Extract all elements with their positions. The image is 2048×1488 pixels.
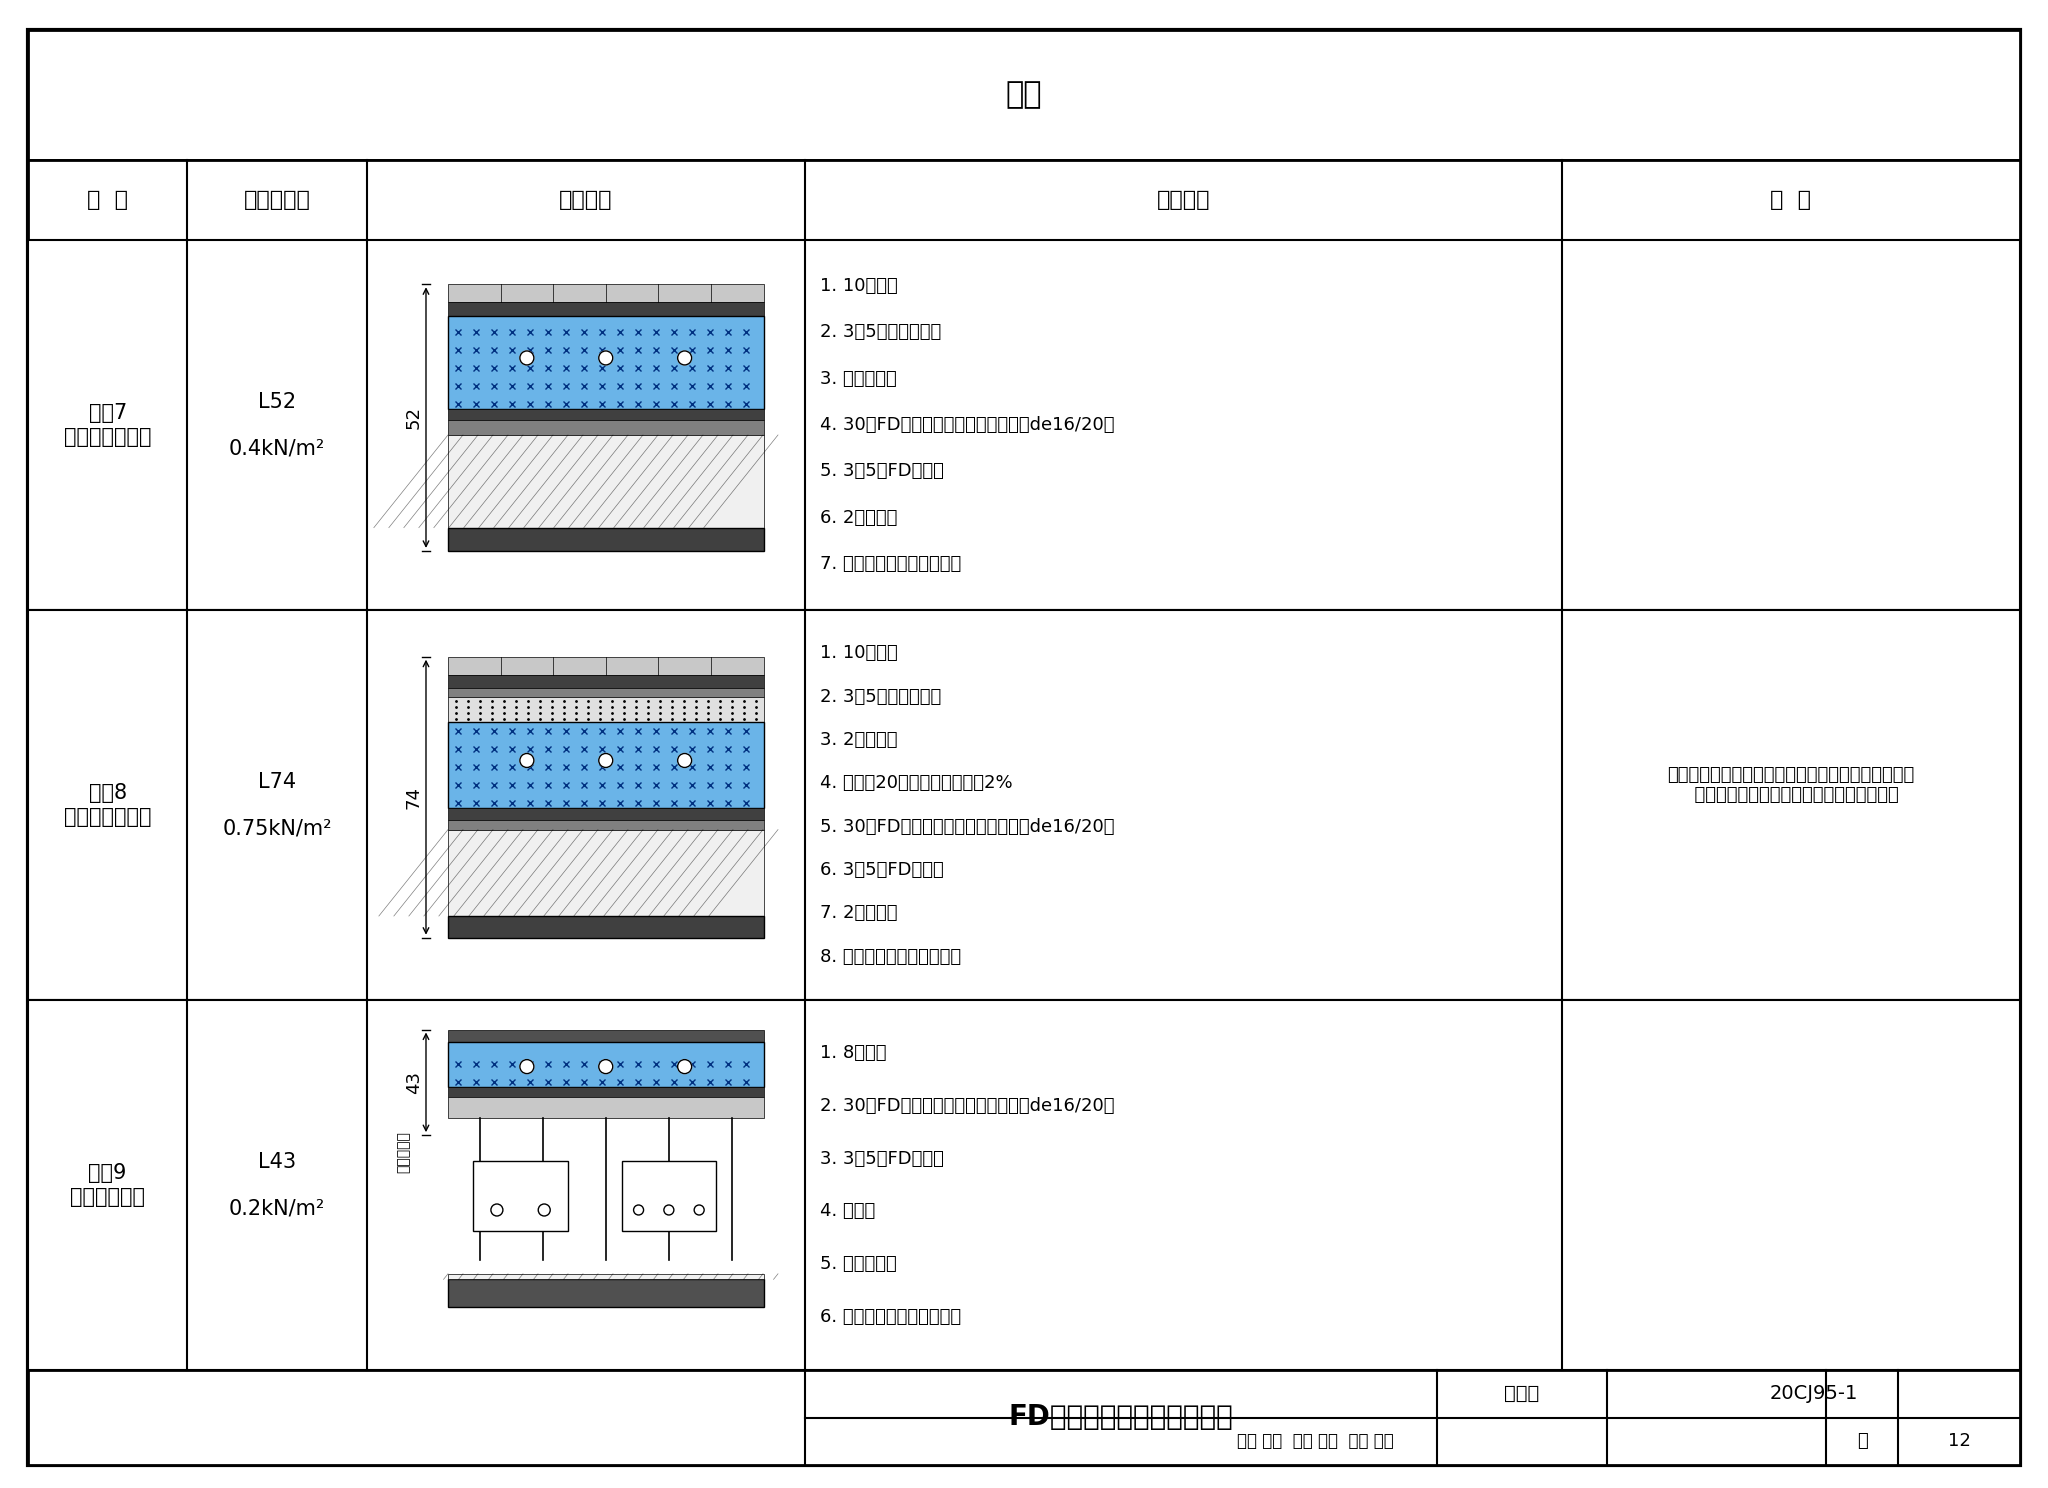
Text: 构造简图: 构造简图 (559, 190, 612, 210)
Circle shape (678, 351, 692, 365)
Text: 43: 43 (406, 1071, 424, 1094)
Text: 地暖8
（两道防水层）: 地暖8 （两道防水层） (63, 783, 152, 827)
Text: 适用于辐射供暖的楼地面，饰面类型由设计师确定。
  厚度和重量仅供参考，具体由设计师确定。: 适用于辐射供暖的楼地面，饰面类型由设计师确定。 厚度和重量仅供参考，具体由设计师… (1667, 766, 1915, 805)
Circle shape (492, 1204, 504, 1216)
Bar (449, 528, 764, 551)
Text: 页: 页 (1858, 1433, 1868, 1451)
Circle shape (678, 1059, 692, 1074)
Text: 地暖7
（首层防潮层）: 地暖7 （首层防潮层） (63, 403, 152, 446)
Bar (449, 676, 764, 687)
Bar (29, 1370, 2019, 1466)
Bar (449, 302, 764, 317)
Text: 6. 2厚防潮层: 6. 2厚防潮层 (819, 509, 897, 527)
Text: 3. 界面剂一道: 3. 界面剂一道 (819, 369, 897, 388)
Bar (449, 1086, 764, 1097)
Bar (449, 808, 764, 820)
Text: 按设计确定: 按设计确定 (395, 1131, 410, 1173)
Text: 1. 10厚地砖: 1. 10厚地砖 (819, 644, 897, 662)
Text: 2. 3～5厚瓷砖粘结剂: 2. 3～5厚瓷砖粘结剂 (819, 687, 942, 705)
Bar (449, 830, 764, 917)
Text: 6. 3～5厚FD胶粘剂: 6. 3～5厚FD胶粘剂 (819, 862, 944, 879)
Text: 52: 52 (406, 406, 424, 429)
Text: 厚度及重量: 厚度及重量 (244, 190, 311, 210)
Bar (29, 30, 2019, 161)
Text: 3. 2厚防水层: 3. 2厚防水层 (819, 731, 897, 748)
Bar (29, 240, 2019, 610)
Bar (449, 656, 764, 676)
Bar (449, 687, 764, 696)
Text: 生活水管: 生活水管 (651, 1183, 688, 1198)
Circle shape (664, 1205, 674, 1216)
Text: 4. 最薄处20厚水泥砂浆找坡层2%: 4. 最薄处20厚水泥砂浆找坡层2% (819, 774, 1012, 792)
Circle shape (633, 1205, 643, 1216)
Bar (449, 1097, 764, 1117)
Text: 构造做法: 构造做法 (1157, 190, 1210, 210)
Text: 备  注: 备 注 (1769, 190, 1810, 210)
Bar (449, 409, 764, 421)
Bar (449, 917, 764, 937)
Text: 续表: 续表 (1006, 80, 1042, 110)
Text: 8. 混凝土楼板（地面）基层: 8. 混凝土楼板（地面）基层 (819, 948, 961, 966)
Bar (449, 421, 764, 434)
Bar (29, 161, 2019, 240)
Bar (621, 1161, 717, 1231)
Text: 12: 12 (1948, 1433, 1970, 1451)
Text: FD干式地暖构造做法选用表: FD干式地暖构造做法选用表 (1008, 1403, 1233, 1431)
Bar (449, 284, 764, 302)
Text: L52

0.4kN/m²: L52 0.4kN/m² (229, 391, 326, 458)
Bar (29, 610, 2019, 1000)
Bar (449, 317, 764, 409)
Text: L74

0.75kN/m²: L74 0.75kN/m² (221, 772, 332, 838)
Circle shape (678, 753, 692, 768)
Bar (449, 1030, 764, 1042)
Text: 74: 74 (406, 786, 424, 808)
Text: 1. 8厚地板: 1. 8厚地板 (819, 1045, 887, 1062)
Bar (449, 820, 764, 830)
Circle shape (520, 753, 535, 768)
Circle shape (598, 753, 612, 768)
Bar (449, 722, 764, 808)
Text: 7. 混凝土楼板（地面）基层: 7. 混凝土楼板（地面）基层 (819, 555, 961, 573)
Text: 5. 可调节支撑: 5. 可调节支撑 (819, 1256, 897, 1274)
Bar (449, 434, 764, 528)
Text: 4. 30厚FD干式地暖模块（内嵌加热管de16/20）: 4. 30厚FD干式地暖模块（内嵌加热管de16/20） (819, 417, 1114, 434)
Circle shape (598, 351, 612, 365)
Text: 6. 混凝土楼板（地面）基层: 6. 混凝土楼板（地面）基层 (819, 1308, 961, 1326)
Circle shape (520, 351, 535, 365)
Text: 4. 基层板: 4. 基层板 (819, 1202, 874, 1220)
Text: 7. 2厚防水层: 7. 2厚防水层 (819, 905, 897, 923)
Bar (473, 1161, 567, 1231)
Circle shape (539, 1204, 551, 1216)
Text: L43

0.2kN/m²: L43 0.2kN/m² (229, 1152, 326, 1219)
Circle shape (520, 1059, 535, 1074)
Text: 3. 3～5厚FD胶粘剂: 3. 3～5厚FD胶粘剂 (819, 1150, 944, 1168)
Text: 地暖9
（架空楼面）: 地暖9 （架空楼面） (70, 1164, 145, 1207)
Bar (449, 1042, 764, 1086)
Text: 5. 30厚FD干式地暖模块（内嵌加热管de16/20）: 5. 30厚FD干式地暖模块（内嵌加热管de16/20） (819, 818, 1114, 836)
Bar (29, 1000, 2019, 1370)
Text: 2. 30厚FD干式地暖模块（内嵌加热管de16/20）: 2. 30厚FD干式地暖模块（内嵌加热管de16/20） (819, 1097, 1114, 1115)
Text: 2. 3～5厚瓷砖胶粘剂: 2. 3～5厚瓷砖胶粘剂 (819, 323, 942, 342)
Bar (449, 1274, 764, 1280)
Bar (449, 696, 764, 722)
Text: 5. 3～5厚FD胶粘剂: 5. 3～5厚FD胶粘剂 (819, 463, 944, 481)
Text: 审核 高娣  校对 张超  设计 黄维: 审核 高娣 校对 张超 设计 黄维 (1237, 1433, 1393, 1451)
Text: 20CJ95-1: 20CJ95-1 (1769, 1384, 1858, 1403)
Circle shape (694, 1205, 705, 1216)
Text: 图集号: 图集号 (1503, 1384, 1540, 1403)
Text: 编  号: 编 号 (88, 190, 129, 210)
Circle shape (598, 1059, 612, 1074)
Text: 供暖主管: 供暖主管 (502, 1183, 539, 1198)
Bar (449, 1280, 764, 1306)
Text: 1. 10厚地砖: 1. 10厚地砖 (819, 277, 897, 295)
